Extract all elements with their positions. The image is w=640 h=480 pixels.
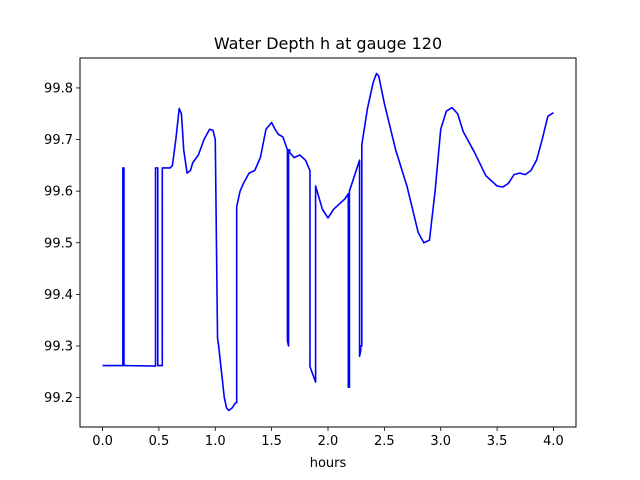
y-axis: 99.2 99.3 99.4 99.5 99.6 99.7 99.8 [44,81,80,406]
series-line-group [102,72,554,412]
x-tick-label: 4.0 [543,434,564,449]
x-axis: 0.0 0.5 1.0 1.5 2.0 2.5 3.0 3.5 4.0 [92,427,564,449]
x-tick-label: 2.0 [318,434,339,449]
x-tick-label: 0.5 [149,434,170,449]
x-tick-label: 3.5 [487,434,508,449]
y-tick-label: 99.7 [44,133,73,148]
x-tick-label: 1.5 [261,434,282,449]
y-tick-label: 99.4 [44,288,73,303]
y-tick-label: 99.8 [44,81,73,96]
y-tick-label: 99.6 [44,185,73,200]
x-tick-label: 3.0 [430,434,451,449]
x-tick-label: 2.5 [374,434,395,449]
y-tick-label: 99.5 [44,236,73,251]
x-tick-label: 1.0 [205,434,226,449]
y-tick-label: 99.2 [44,391,73,406]
x-axis-label: hours [310,456,347,471]
x-tick-label: 0.0 [92,434,113,449]
plot-frame [79,57,577,428]
chart-title: Water Depth h at gauge 120 [214,34,442,53]
y-tick-label: 99.3 [44,339,73,354]
series-line-0 [102,72,554,412]
